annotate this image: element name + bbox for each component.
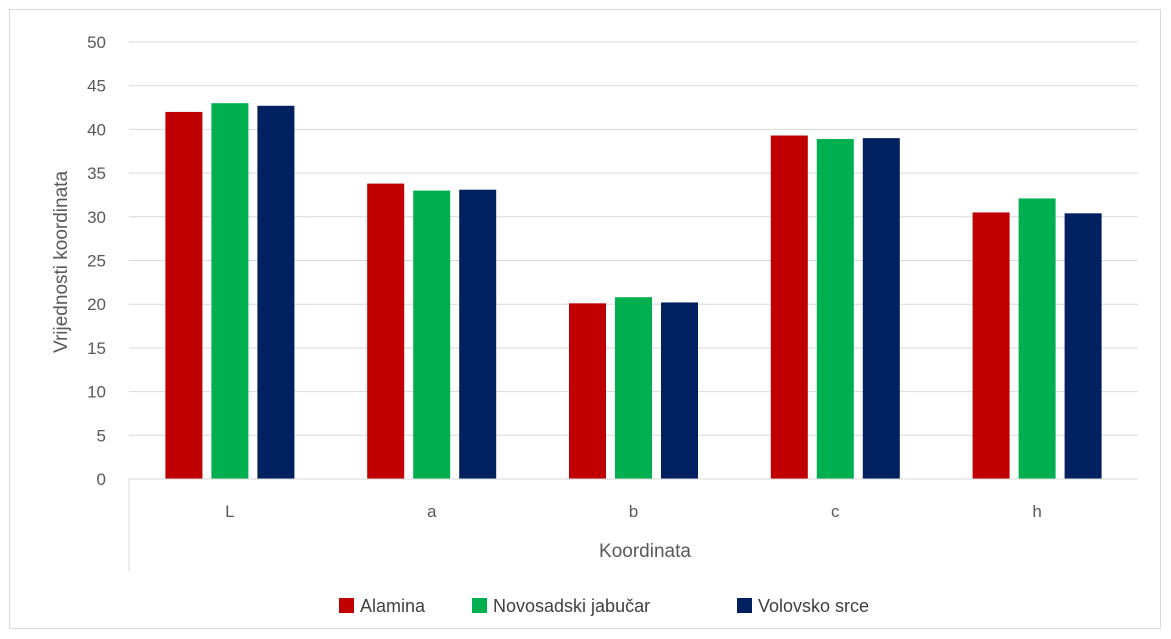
y-tick-label: 45 bbox=[87, 77, 106, 96]
legend-label: Alamina bbox=[360, 596, 426, 616]
y-tick-label: 15 bbox=[87, 339, 106, 358]
bar-L-novosadski-jabu-ar bbox=[211, 103, 249, 480]
legend-swatch bbox=[737, 598, 752, 613]
x-tick-label: c bbox=[831, 502, 840, 521]
y-tick-label: 0 bbox=[97, 470, 106, 489]
bar-h-volovsko-srce bbox=[1064, 213, 1102, 479]
bar-h-alamina bbox=[972, 212, 1010, 479]
x-tick-label: L bbox=[225, 502, 234, 521]
bar-L-volovsko-srce bbox=[257, 105, 295, 479]
bar-L-alamina bbox=[165, 111, 203, 480]
y-tick-label: 25 bbox=[87, 252, 106, 271]
y-tick-label: 10 bbox=[87, 383, 106, 402]
y-tick-label: 5 bbox=[97, 426, 106, 445]
y-axis-title: Vrijednosti koordinata bbox=[51, 171, 72, 353]
bar-a-volovsko-srce bbox=[459, 189, 497, 479]
bar-b-volovsko-srce bbox=[661, 302, 698, 479]
bar-c-alamina bbox=[770, 135, 808, 479]
bar-a-novosadski-jabu-ar bbox=[413, 190, 451, 479]
bar-c-volovsko-srce bbox=[862, 138, 900, 479]
legend-swatch bbox=[472, 598, 487, 613]
bar-a-alamina bbox=[367, 183, 405, 479]
bar-b-alamina bbox=[569, 303, 606, 479]
legend: Alamina Novosadski jabučar Volovsko srce bbox=[339, 596, 869, 616]
y-tick-label: 35 bbox=[87, 164, 106, 183]
y-axis-ticks: 0 5 10 15 20 25 30 35 40 45 50 bbox=[87, 33, 106, 489]
legend-label: Volovsko srce bbox=[758, 596, 869, 616]
bar-c-novosadski-jabu-ar bbox=[816, 139, 854, 479]
bar-h-novosadski-jabu-ar bbox=[1018, 198, 1056, 480]
x-axis-title: Koordinata bbox=[599, 541, 691, 562]
gridlines bbox=[129, 41, 1138, 436]
legend-label: Novosadski jabučar bbox=[493, 596, 650, 616]
x-axis bbox=[128, 478, 1138, 571]
x-tick-label: b bbox=[629, 502, 638, 521]
x-tick-label: h bbox=[1032, 502, 1041, 521]
y-tick-label: 40 bbox=[87, 120, 106, 139]
bars bbox=[165, 103, 1102, 480]
x-tick-label: a bbox=[427, 502, 437, 521]
bar-b-novosadski-jabu-ar bbox=[615, 297, 652, 479]
legend-swatch bbox=[339, 598, 354, 613]
y-tick-label: 50 bbox=[87, 33, 106, 52]
y-tick-label: 30 bbox=[87, 208, 106, 227]
y-tick-label: 20 bbox=[87, 295, 106, 314]
